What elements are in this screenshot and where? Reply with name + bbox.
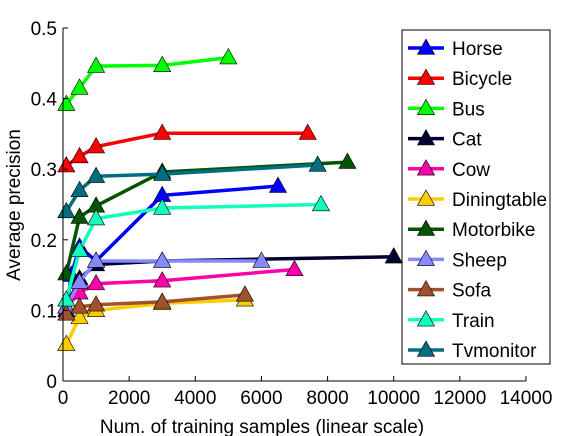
legend-marker [416, 249, 436, 267]
data-point [153, 292, 172, 309]
axes-layer [62, 28, 526, 382]
series-layer [57, 48, 403, 351]
data-point [70, 240, 89, 257]
legend-label: Horse [452, 39, 503, 60]
y-tick-label: 0.2 [31, 231, 57, 252]
legend-label: Bus [452, 99, 485, 120]
data-point [153, 164, 172, 181]
data-point [70, 180, 89, 197]
legend-marker [416, 340, 436, 357]
legend-marker [416, 189, 436, 206]
data-point [153, 123, 172, 140]
y-tick-label: 0.1 [31, 301, 57, 322]
data-point [57, 264, 76, 281]
legend-marker [416, 128, 436, 146]
legend-entry-train: Train [408, 310, 495, 332]
data-point [219, 48, 238, 65]
legend-marker [416, 68, 436, 85]
data-point [311, 194, 331, 212]
series-sofa [57, 285, 254, 321]
data-point [87, 273, 106, 291]
legend-label: Sofa [452, 281, 492, 302]
data-point [57, 304, 76, 321]
x-tick-label: 12000 [433, 388, 486, 409]
legend-marker [416, 219, 436, 236]
legend-entry-motorbike: Motorbike [408, 219, 535, 241]
x-axis-label: Num. of training samples (linear scale) [100, 417, 424, 436]
legend-marker [416, 38, 436, 55]
data-point [153, 198, 172, 215]
data-point [70, 207, 89, 224]
legend-entry-diningtable: Diningtable [408, 189, 547, 211]
y-axis-label: Average precision [4, 129, 25, 281]
data-point [87, 251, 106, 268]
data-point [153, 55, 172, 73]
data-point [70, 78, 89, 95]
data-point [70, 297, 89, 314]
series-bicycle [57, 123, 317, 173]
x-tick-label: 0 [58, 388, 69, 409]
data-point [308, 155, 327, 172]
legend-entry-cat: Cat [408, 128, 482, 151]
data-point [153, 251, 172, 268]
legend-entry-sofa: Sofa [408, 279, 492, 302]
series-bus [57, 48, 238, 111]
data-point [87, 56, 106, 73]
data-point [298, 123, 317, 140]
data-point [87, 209, 106, 226]
x-tick-label: 8000 [306, 388, 348, 409]
series-tvmonitor [57, 155, 327, 219]
data-point [57, 201, 76, 219]
legend-entry-bus: Bus [408, 98, 485, 120]
x-tick-label: 4000 [174, 388, 216, 409]
legend-label: Tvmonitor [452, 341, 537, 362]
legend-marker [416, 159, 436, 176]
data-point [153, 271, 172, 288]
ticks-layer: 0 2000 4000 6000 8000 10000 12000 14000 0 0.1 0.2 0… [31, 19, 553, 409]
data-point [70, 307, 89, 325]
data-point [87, 295, 106, 312]
legend-entry-bicycle: Bicycle [408, 68, 512, 90]
data-point [57, 94, 76, 111]
data-point [57, 156, 76, 173]
legend-entry-horse: Horse [408, 38, 503, 60]
data-point [338, 152, 357, 169]
data-point [57, 334, 76, 351]
data-point [384, 247, 403, 264]
legend-entry-tvmonitor: Tvmonitor [408, 340, 537, 362]
legend-marker [416, 310, 436, 327]
legend-entry-sheep: Sheep [408, 249, 507, 271]
data-point [252, 251, 271, 268]
legend-label: Sheep [452, 250, 507, 271]
legend-marker [416, 98, 436, 115]
series-train [57, 194, 331, 307]
legend-label: Motorbike [452, 220, 535, 241]
data-point [70, 272, 89, 289]
y-tick-label: 0.3 [31, 160, 57, 181]
x-tick-label: 10000 [367, 388, 420, 409]
x-tick-label: 14000 [500, 388, 553, 409]
legend-marker [416, 279, 436, 297]
legend-entry-cow: Cow [408, 159, 490, 181]
y-tick-label: 0.4 [31, 90, 58, 111]
data-point [57, 290, 76, 307]
x-tick-label: 2000 [108, 388, 150, 409]
legend-label: Cow [452, 160, 490, 181]
x-tick-label: 6000 [240, 388, 282, 409]
data-point [268, 176, 288, 193]
y-tick-label: 0 [46, 372, 57, 393]
data-point [235, 285, 254, 302]
legend-label: Cat [452, 130, 482, 151]
data-point [285, 259, 304, 277]
legend: Horse Bicycle Bus Cat Cow Diningtable Motorbik… [401, 29, 551, 365]
legend-label: Bicycle [452, 69, 512, 90]
data-point [87, 136, 106, 154]
data-point [70, 146, 89, 164]
legend-label: Diningtable [452, 190, 547, 211]
data-point [87, 166, 106, 183]
legend-label: Train [452, 311, 495, 332]
y-tick-label: 0.5 [31, 19, 57, 40]
